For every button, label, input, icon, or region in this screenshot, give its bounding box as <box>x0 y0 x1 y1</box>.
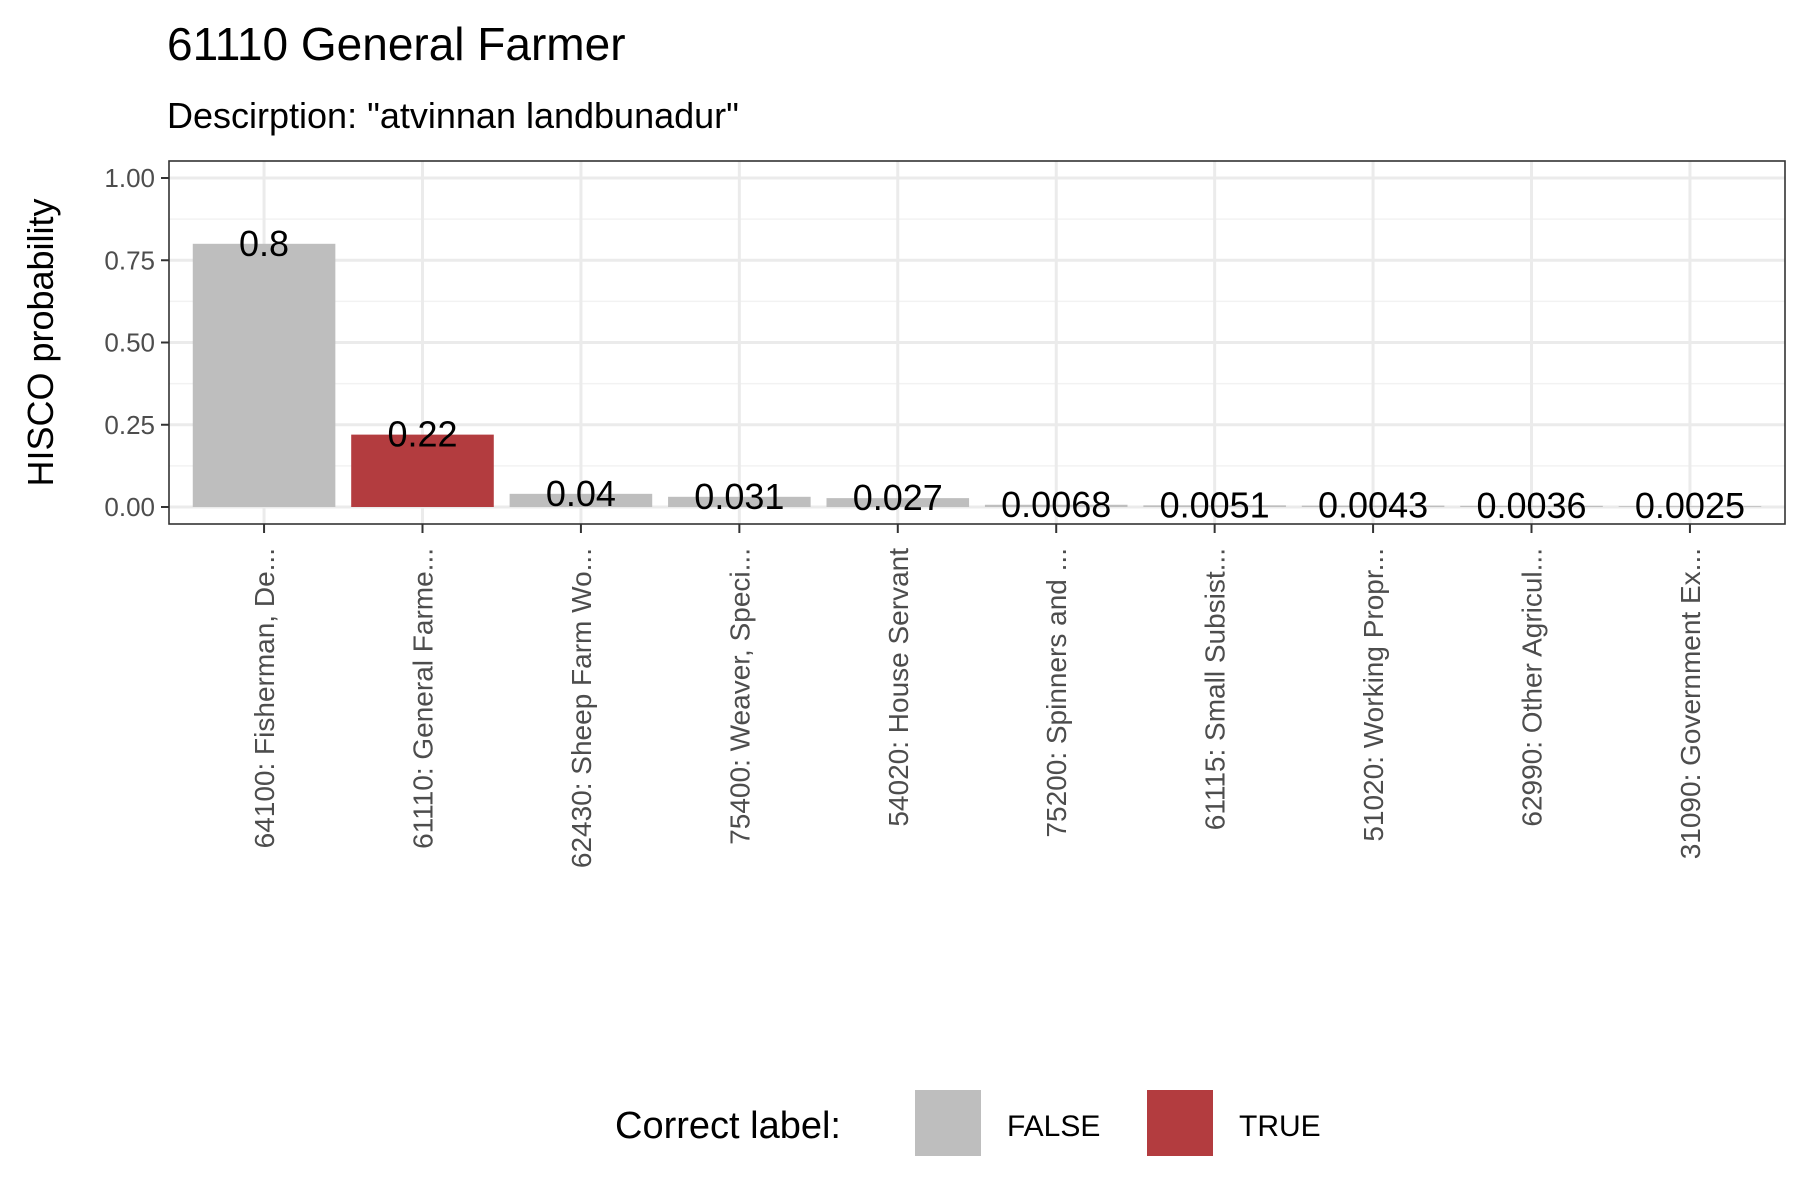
legend-label-false: FALSE <box>1007 1110 1100 1143</box>
y-tick-label-0: 0.00 <box>104 492 155 522</box>
y-tick-label-3: 0.75 <box>104 245 155 275</box>
bar-9 <box>1460 505 1603 507</box>
y-tick-label-1: 0.25 <box>104 410 155 440</box>
legend-entries: FALSE TRUE <box>915 1090 1321 1156</box>
data-label-1: 0.8 <box>239 223 289 264</box>
bar-1 <box>192 243 336 508</box>
y-tick-label-4: 1.00 <box>104 163 155 193</box>
data-label-8: 0.0043 <box>1318 485 1428 526</box>
data-label-9: 0.0036 <box>1476 485 1586 526</box>
legend: Correct label: FALSE TRUE <box>615 1090 1321 1156</box>
plot-area: 0.8 0.22 0.04 0.031 0.027 0.0068 0.0051 0.0043 0… <box>104 160 1786 868</box>
x-tick-label-8: 51020: Working Propr... <box>1358 548 1389 842</box>
x-tick-label-2: 61110: General Farme... <box>407 548 438 849</box>
bar-2 <box>351 434 494 507</box>
bar-3 <box>509 493 653 507</box>
x-tick-label-5: 54020: House Servant <box>883 548 914 827</box>
x-tick-label-3: 62430: Sheep Farm Wo... <box>566 548 597 868</box>
y-tick-label-2: 0.50 <box>104 328 155 358</box>
bar-7 <box>1143 505 1286 507</box>
legend-title: Correct label: <box>615 1105 841 1147</box>
x-axis: 64100: Fisherman, De... 61110: General Fa… <box>249 524 1706 868</box>
data-label-4: 0.031 <box>694 476 784 517</box>
chart-subtitle: Descirption: "atvinnan landbunadur" <box>167 95 739 136</box>
x-tick-label-4: 75400: Weaver, Speci... <box>724 548 755 845</box>
x-tick-label-1: 64100: Fisherman, De... <box>249 548 280 848</box>
data-label-7: 0.0051 <box>1160 484 1270 525</box>
bars <box>192 243 1762 508</box>
legend-label-true: TRUE <box>1239 1110 1321 1143</box>
data-label-5: 0.027 <box>853 477 943 518</box>
x-tick-label-7: 61115: Small Subsist... <box>1200 548 1231 830</box>
data-label-10: 0.0025 <box>1635 485 1745 526</box>
bar-4 <box>668 496 811 507</box>
data-labels: 0.8 0.22 0.04 0.031 0.027 0.0068 0.0051 0.0043 0… <box>239 223 1745 526</box>
x-tick-label-9: 62990: Other Agricul... <box>1517 548 1548 827</box>
bar-5 <box>826 498 970 507</box>
y-axis-title: HISCO probability <box>20 198 61 486</box>
chart-title: 61110 General Farmer <box>167 18 626 70</box>
x-tick-label-10: 31090: Government Ex... <box>1675 548 1706 859</box>
x-tick-label-6: 75200: Spinners and ... <box>1041 548 1072 838</box>
legend-key-true <box>1147 1090 1213 1156</box>
data-label-3: 0.04 <box>546 473 616 514</box>
bar-6 <box>984 504 1128 507</box>
legend-key-false <box>915 1090 981 1156</box>
y-axis: 0.00 0.25 0.50 0.75 1.00 <box>104 163 169 522</box>
bar-10 <box>1618 506 1762 507</box>
bar-8 <box>1301 505 1445 507</box>
data-label-2: 0.22 <box>387 414 457 455</box>
data-label-6: 0.0068 <box>1001 484 1111 525</box>
